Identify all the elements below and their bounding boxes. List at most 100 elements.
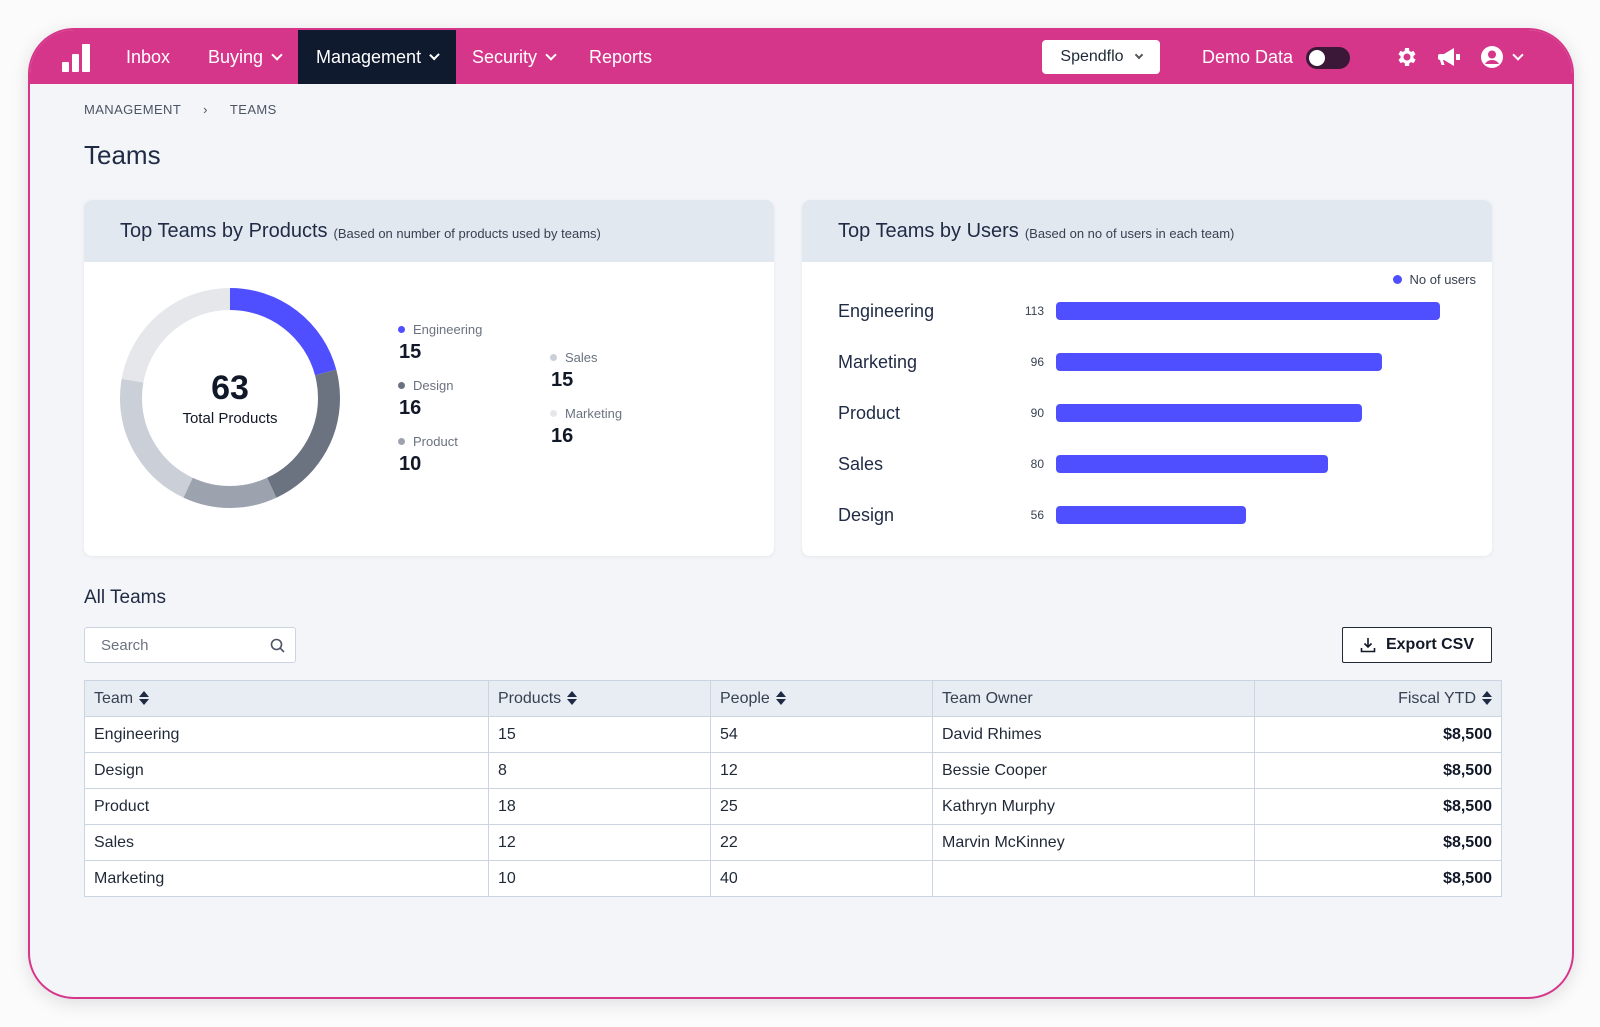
gear-icon — [1398, 48, 1416, 66]
products-cell: 10 — [488, 860, 711, 897]
team-owner-cell: Kathryn Murphy — [932, 788, 1255, 825]
search-field — [84, 627, 296, 663]
column-header-label: Team Owner — [942, 689, 1033, 707]
nav-item-inbox[interactable]: Inbox — [108, 30, 188, 84]
table-row[interactable]: Marketing 10 40 $8,500 — [84, 860, 1502, 897]
column-header-fiscal-ytd[interactable]: Fiscal YTD — [1254, 680, 1502, 717]
legend-label: Product — [413, 434, 458, 449]
search-input[interactable] — [85, 628, 255, 662]
products-cell: 8 — [488, 752, 711, 789]
top-teams-by-products-card: Top Teams by Products (Based on number o… — [84, 200, 774, 556]
column-header-label: Team — [94, 689, 134, 707]
legend-dot — [550, 354, 557, 361]
megaphone-icon — [1438, 48, 1460, 66]
legend-dot — [398, 382, 405, 389]
legend-value: 15 — [551, 369, 574, 391]
chevron-down-icon — [1134, 50, 1143, 59]
bar-value-label: 80 — [1030, 457, 1044, 471]
bar-category-label: Engineering — [838, 301, 935, 321]
org-selector-value: Spendflo — [1060, 48, 1124, 65]
user-account-icon — [1481, 46, 1503, 68]
team-owner-cell: Bessie Cooper — [932, 752, 1255, 789]
card-header: Top Teams by Products (Based on number o… — [84, 200, 774, 262]
bar-engineering — [1056, 302, 1440, 320]
export-csv-button[interactable]: Export CSV — [1342, 627, 1492, 663]
table-row[interactable]: Engineering 15 54 David Rhimes $8,500 — [84, 716, 1502, 753]
bar-row: Design 56 — [802, 500, 1492, 530]
breadcrumb-separator-icon: › — [203, 102, 208, 117]
fiscal-ytd-cell: $8,500 — [1254, 824, 1502, 861]
donut-slice-product — [120, 288, 340, 508]
bar-marketing — [1056, 353, 1382, 371]
donut-total-label: Total Products — [182, 410, 278, 427]
breadcrumb-item-management[interactable]: MANAGEMENT — [84, 102, 182, 117]
column-header-label: People — [720, 689, 770, 707]
sort-icon — [775, 691, 786, 706]
bar-category-label: Product — [838, 403, 901, 423]
legend-value: 16 — [551, 425, 574, 447]
bar-category-label: Sales — [838, 454, 884, 474]
table-row[interactable]: Design 8 12 Bessie Cooper $8,500 — [84, 752, 1502, 789]
column-header-products[interactable]: Products — [488, 680, 711, 717]
legend-item-marketing: Marketing 16 — [550, 406, 622, 448]
demo-data-toggle[interactable] — [1306, 47, 1350, 69]
fiscal-ytd-cell: $8,500 — [1254, 788, 1502, 825]
team-owner-cell — [932, 860, 1255, 897]
nav-item-label: Buying — [208, 47, 264, 67]
bar-value-label: 56 — [1030, 508, 1044, 522]
table-row[interactable]: Sales 12 22 Marvin McKinney $8,500 — [84, 824, 1502, 861]
table-body: Engineering 15 54 David Rhimes $8,500 Design 8… — [84, 716, 1502, 897]
settings-button[interactable] — [1392, 43, 1420, 71]
org-selector-dropdown[interactable]: Spendflo — [1042, 40, 1160, 74]
chevron-down-icon — [429, 49, 440, 60]
toggle-knob — [1309, 50, 1325, 66]
bar-category-label: Marketing — [838, 352, 918, 372]
bar-row: Marketing 96 — [802, 347, 1492, 377]
card-header: Top Teams by Users (Based on no of users… — [802, 200, 1492, 262]
bar-category-label: Design — [838, 505, 895, 525]
legend-label: Design — [413, 378, 454, 393]
column-header-team[interactable]: Team — [84, 680, 489, 717]
nav-item-label: Security — [472, 47, 538, 67]
nav-item-label: Inbox — [126, 47, 171, 67]
nav-item-reports[interactable]: Reports — [571, 30, 670, 84]
bar-design — [1056, 506, 1246, 524]
chevron-down-icon — [271, 48, 283, 61]
donut-slice-design — [120, 288, 340, 508]
column-header-people[interactable]: People — [710, 680, 933, 717]
chevron-down-icon — [545, 48, 557, 61]
nav-item-management[interactable]: Management — [298, 30, 456, 84]
fiscal-ytd-cell: $8,500 — [1254, 716, 1502, 753]
nav-item-security[interactable]: Security — [454, 30, 573, 84]
team-cell: Engineering — [84, 716, 489, 753]
bar-sales — [1056, 455, 1328, 473]
announcements-button[interactable] — [1436, 43, 1464, 71]
donut-slice-engineering — [120, 288, 340, 508]
export-csv-label: Export CSV — [1385, 636, 1474, 653]
team-cell: Sales — [84, 824, 489, 861]
donut-slice-sales — [120, 288, 340, 508]
products-cell: 18 — [488, 788, 711, 825]
products-donut-chart: 63 Total Products — [114, 282, 346, 514]
table-row[interactable]: Product 18 25 Kathryn Murphy $8,500 — [84, 788, 1502, 825]
legend-label: No of users — [1409, 272, 1476, 287]
people-cell: 12 — [710, 752, 933, 789]
nav-item-buying[interactable]: Buying — [190, 30, 299, 84]
sort-icon — [1482, 691, 1492, 706]
chevron-down-icon — [1512, 48, 1524, 61]
bar-row: Product 90 — [802, 398, 1492, 428]
user-account-menu[interactable] — [1480, 43, 1528, 71]
bar-row: Sales 80 — [802, 449, 1492, 479]
legend-value: 15 — [399, 341, 422, 363]
people-cell: 25 — [710, 788, 933, 825]
people-cell: 22 — [710, 824, 933, 861]
card-subtitle: (Based on number of products used by tea… — [333, 225, 601, 241]
column-header-label: Products — [498, 689, 562, 707]
download-icon — [1360, 638, 1376, 653]
teams-table: Team Products People Team Owner Fiscal Y… — [84, 680, 1502, 897]
fiscal-ytd-cell: $8,500 — [1254, 752, 1502, 789]
donut-chart-svg — [120, 288, 340, 508]
card-title: Top Teams by Products — [120, 219, 328, 242]
legend-label: Sales — [565, 350, 598, 365]
logo-icon[interactable] — [62, 44, 92, 72]
